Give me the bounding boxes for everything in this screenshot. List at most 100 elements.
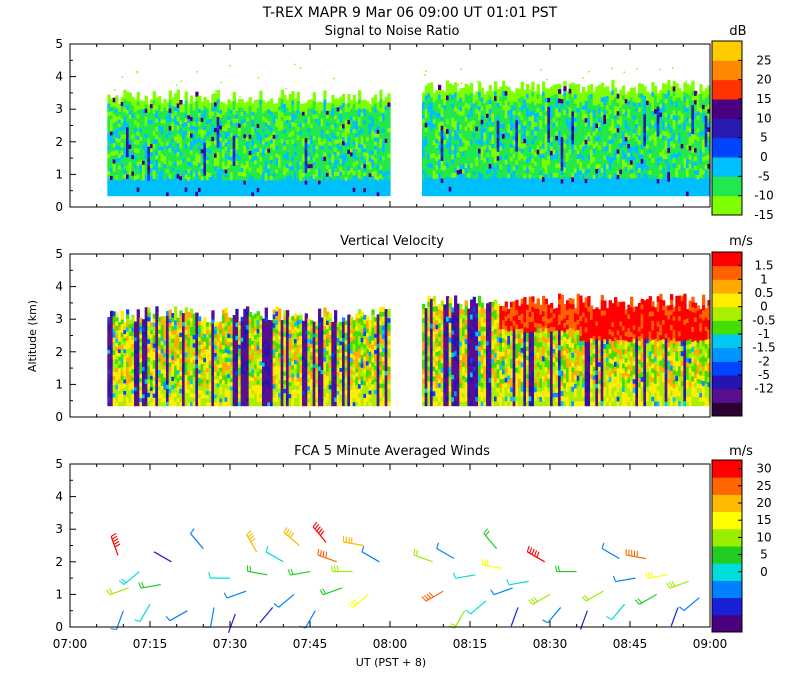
snr-cell bbox=[179, 143, 183, 149]
snr-cell bbox=[656, 135, 660, 141]
snr-cell bbox=[424, 126, 428, 133]
snr-cell bbox=[304, 156, 308, 162]
snr-cell bbox=[592, 143, 596, 149]
snr-cell bbox=[627, 147, 631, 153]
snr-cell bbox=[475, 100, 479, 105]
snr-cell bbox=[155, 146, 159, 152]
snr-cell bbox=[190, 120, 194, 126]
snr-cell bbox=[147, 149, 151, 155]
snr-cell bbox=[643, 145, 647, 151]
snr-cell bbox=[328, 141, 332, 146]
snr-cell bbox=[531, 86, 535, 92]
snr-cell bbox=[464, 162, 468, 169]
snr-cell bbox=[248, 166, 252, 172]
snr-cell bbox=[227, 151, 231, 157]
snr-cell bbox=[307, 175, 311, 181]
snr-cell bbox=[640, 144, 644, 150]
snr-cell bbox=[582, 100, 586, 106]
snr-cell bbox=[379, 116, 383, 122]
snr-cell bbox=[115, 187, 119, 193]
snr-cell bbox=[195, 152, 199, 158]
snr-cell bbox=[294, 122, 298, 128]
snr-cell bbox=[568, 148, 572, 155]
snr-cell bbox=[347, 106, 351, 112]
snr-cell bbox=[595, 127, 599, 133]
snr-cell bbox=[518, 106, 522, 112]
snr-cell bbox=[142, 191, 146, 197]
snr-cell bbox=[438, 126, 442, 132]
snr-cell bbox=[243, 114, 247, 119]
snr-cell bbox=[219, 117, 223, 122]
snr-cell bbox=[590, 135, 594, 141]
snr-cell bbox=[267, 183, 271, 189]
snr-cell bbox=[278, 122, 282, 127]
snr-cell bbox=[123, 169, 127, 175]
snr-cell bbox=[366, 160, 370, 165]
snr-cell bbox=[691, 186, 695, 192]
snr-cell bbox=[422, 92, 426, 98]
snr-cell bbox=[648, 187, 652, 192]
snr-cell bbox=[136, 126, 140, 132]
snr-cell bbox=[680, 186, 684, 192]
snr-cell bbox=[563, 114, 567, 120]
snr-cell bbox=[467, 113, 471, 119]
snr-cell bbox=[680, 99, 684, 105]
snr-cell bbox=[286, 119, 290, 125]
snr-cell bbox=[158, 179, 162, 184]
snr-cell bbox=[203, 183, 207, 188]
snr-cell bbox=[654, 158, 658, 165]
snr-cell bbox=[659, 125, 663, 131]
snr-cell bbox=[675, 181, 679, 187]
snr-cell bbox=[611, 147, 615, 153]
snr-cell bbox=[443, 152, 447, 158]
snr-cell bbox=[366, 183, 370, 189]
snr-cell bbox=[451, 167, 455, 174]
snr-cell bbox=[491, 121, 495, 127]
snr-cell bbox=[470, 92, 474, 98]
snr-cell bbox=[187, 168, 191, 174]
snr-cell bbox=[216, 120, 220, 126]
snr-cell bbox=[606, 127, 610, 133]
snr-cell bbox=[232, 143, 236, 149]
snr-cell bbox=[334, 151, 338, 156]
snr-cell bbox=[184, 113, 188, 119]
snr-cell bbox=[278, 138, 282, 144]
snr-cell bbox=[264, 133, 268, 138]
snr-cell bbox=[478, 105, 482, 111]
snr-cell bbox=[344, 107, 348, 112]
snr-cell bbox=[176, 186, 180, 192]
snr-cell bbox=[443, 160, 447, 166]
snr-cell bbox=[422, 156, 426, 162]
snr-cell bbox=[464, 111, 468, 118]
snr-cell bbox=[672, 109, 676, 116]
snr-cell bbox=[208, 133, 212, 139]
snr-cell bbox=[342, 98, 346, 104]
snr-cell bbox=[435, 120, 439, 126]
snr-cell bbox=[243, 153, 247, 158]
snr-cell bbox=[555, 107, 559, 113]
snr-cell bbox=[638, 101, 642, 108]
snr-cell bbox=[158, 154, 162, 159]
snr-cell bbox=[576, 190, 580, 197]
snr-cell bbox=[203, 170, 207, 176]
snr-cell bbox=[152, 130, 156, 136]
snr-cell bbox=[120, 138, 124, 143]
snr-cell bbox=[478, 129, 482, 135]
snr-cell bbox=[544, 155, 548, 161]
snr-cell bbox=[659, 156, 663, 162]
snr-cell bbox=[488, 94, 492, 100]
snr-cell bbox=[600, 92, 604, 98]
snr-cell bbox=[544, 137, 548, 143]
snr-cell bbox=[510, 186, 514, 192]
snr-cell bbox=[526, 83, 530, 90]
snr-cell bbox=[528, 142, 532, 148]
snr-cell bbox=[222, 184, 226, 189]
snr-cell bbox=[198, 137, 202, 143]
snr-cell bbox=[579, 174, 583, 180]
snr-cell bbox=[664, 186, 668, 192]
snr-cell bbox=[470, 139, 474, 145]
snr-cell bbox=[312, 135, 316, 141]
snr-cell bbox=[246, 179, 250, 185]
snr-cell bbox=[134, 167, 138, 173]
snr-cell bbox=[574, 84, 578, 90]
